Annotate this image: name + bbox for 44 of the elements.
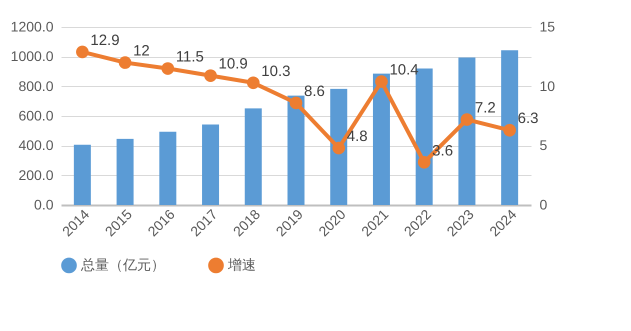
data-label: 12: [133, 42, 150, 60]
data-label: 6.3: [518, 110, 538, 128]
bar: [458, 58, 476, 205]
data-label: 10.4: [389, 62, 419, 79]
point: [460, 113, 474, 126]
data-label: 7.2: [474, 100, 496, 117]
point: [246, 76, 260, 90]
y-tick-label: 600.0: [18, 108, 54, 124]
bar: [330, 88, 348, 205]
point: [332, 142, 346, 154]
point: [204, 69, 217, 82]
y-tick-label: 200.0: [18, 166, 54, 183]
y-tick-label: 1200.0: [10, 18, 54, 34]
point: [503, 124, 516, 137]
point: [418, 156, 431, 169]
legend-label: 增速: [227, 256, 256, 272]
y2-tick-label: 10: [540, 78, 556, 94]
point: [118, 56, 132, 69]
data-label: 8.6: [304, 82, 325, 100]
y-tick-label: 1000.0: [10, 48, 54, 64]
y2-tick-label: 5: [540, 137, 548, 154]
y2-tick-label: 0: [540, 196, 548, 212]
data-label: 10.9: [218, 56, 248, 73]
y-tick-label: 800.0: [18, 78, 54, 94]
bar: [159, 132, 176, 205]
data-label: 12.9: [90, 32, 120, 49]
point: [161, 62, 174, 75]
bar: [202, 124, 220, 205]
bar: [74, 144, 91, 205]
bar: [288, 96, 304, 205]
bar: [372, 74, 390, 205]
y-tick-label: 400.0: [18, 137, 54, 154]
bar: [116, 138, 134, 205]
data-label: 10.3: [261, 62, 290, 80]
bar: [501, 50, 518, 205]
data-label: 4.8: [346, 128, 368, 146]
bar: [244, 108, 262, 205]
y2-tick-label: 15: [540, 18, 556, 34]
point: [375, 75, 388, 88]
point: [76, 46, 89, 58]
legend-label: 总量（亿元）: [80, 256, 165, 272]
data-label: 11.5: [176, 48, 204, 66]
point: [290, 96, 302, 110]
y-tick-label: 0.0: [34, 196, 54, 212]
